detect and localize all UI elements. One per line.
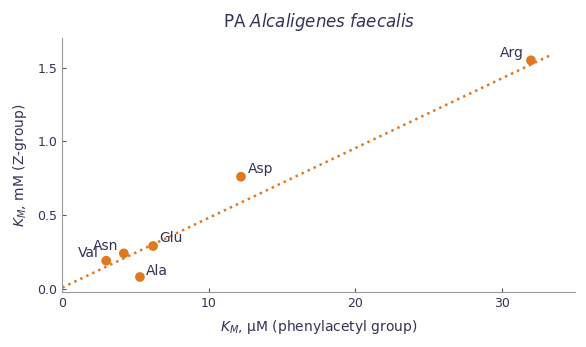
Y-axis label: $K_M$, mM (Z-group): $K_M$, mM (Z-group) bbox=[11, 103, 29, 227]
Text: Val: Val bbox=[78, 246, 99, 260]
Text: Ala: Ala bbox=[146, 264, 168, 278]
Title: PA $\it{Alcaligenes\ faecalis}$: PA $\it{Alcaligenes\ faecalis}$ bbox=[223, 11, 414, 33]
Point bbox=[101, 258, 111, 263]
Point bbox=[526, 58, 536, 63]
Point bbox=[236, 174, 246, 179]
Point bbox=[148, 243, 158, 249]
Text: Arg: Arg bbox=[500, 45, 524, 60]
X-axis label: $K_M$, μM (phenylacetyl group): $K_M$, μM (phenylacetyl group) bbox=[220, 318, 417, 336]
Text: Asn: Asn bbox=[93, 239, 118, 253]
Text: Glu: Glu bbox=[159, 231, 182, 245]
Point bbox=[135, 274, 145, 280]
Text: Asp: Asp bbox=[248, 162, 274, 176]
Point bbox=[119, 251, 128, 256]
